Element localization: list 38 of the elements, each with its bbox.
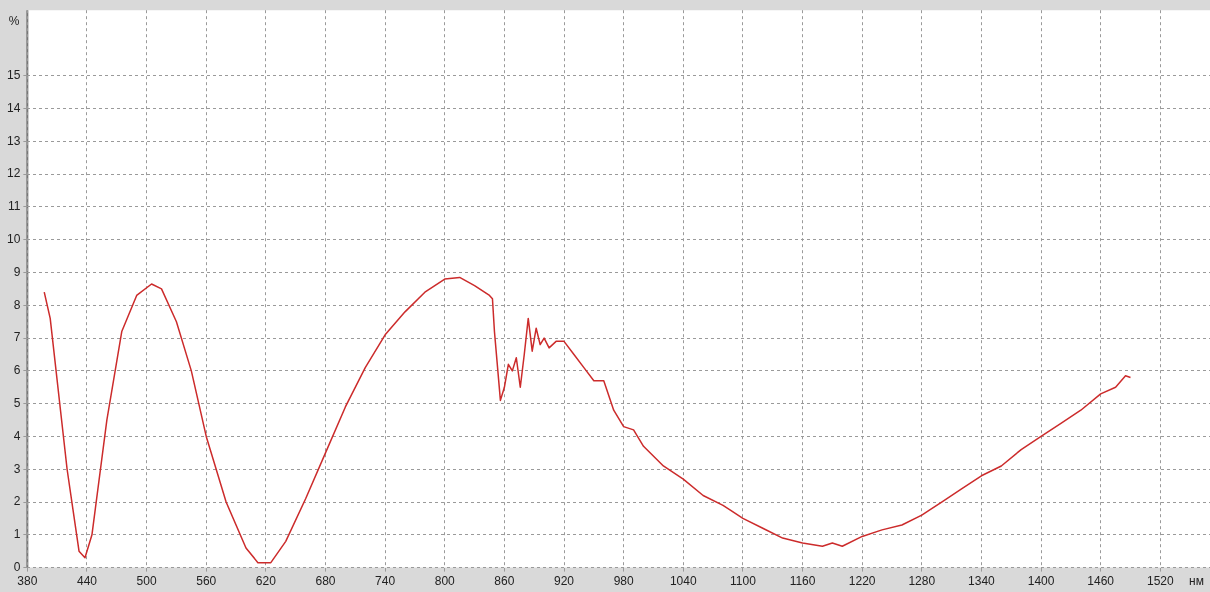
x-tick-label: 1280 bbox=[908, 574, 936, 589]
x-tick-label: 980 bbox=[613, 574, 634, 589]
y-tick-label: 15 bbox=[6, 68, 21, 83]
x-tick-label: 860 bbox=[494, 574, 515, 589]
y-tick-label: 10 bbox=[6, 232, 21, 247]
y-tick-label: 7 bbox=[13, 330, 21, 345]
x-tick-label: 1160 bbox=[789, 574, 816, 589]
y-tick-label: 0 bbox=[13, 559, 21, 574]
y-tick-label: 1 bbox=[13, 527, 21, 542]
y-tick-label: 8 bbox=[13, 297, 21, 312]
y-tick-label: 6 bbox=[13, 363, 21, 378]
y-tick-label: 4 bbox=[13, 428, 21, 443]
x-tick-label: 500 bbox=[136, 574, 157, 589]
y-axis-title: % bbox=[8, 14, 20, 29]
x-tick-label: 1220 bbox=[848, 574, 876, 589]
x-tick-label: 1520 bbox=[1146, 574, 1174, 589]
x-tick-label: 380 bbox=[17, 574, 38, 589]
y-tick-label: 11 bbox=[7, 199, 21, 214]
x-tick-label: 1460 bbox=[1087, 574, 1115, 589]
x-tick-label: 620 bbox=[255, 574, 277, 589]
y-tick-label: 3 bbox=[13, 461, 21, 476]
y-tick-label: 14 bbox=[6, 100, 21, 115]
y-tick-label: 2 bbox=[13, 494, 21, 509]
x-tick-label: 680 bbox=[315, 574, 336, 589]
x-tick-label: 1340 bbox=[968, 574, 996, 589]
y-tick-label: 12 bbox=[6, 166, 21, 181]
x-tick-label: 440 bbox=[76, 574, 98, 589]
x-tick-label: 1100 bbox=[730, 574, 757, 589]
x-tick-label: 920 bbox=[554, 574, 575, 589]
x-tick-label: 560 bbox=[196, 574, 217, 589]
x-tick-label: 1400 bbox=[1027, 574, 1055, 589]
y-tick-label: 9 bbox=[13, 264, 21, 279]
y-tick-label: 13 bbox=[6, 133, 21, 148]
y-tick-label: 5 bbox=[13, 395, 21, 410]
x-tick-label: 1040 bbox=[669, 574, 697, 589]
x-tick-label: 740 bbox=[375, 574, 396, 589]
x-tick-label: 800 bbox=[434, 574, 456, 589]
x-axis-title: нм bbox=[1189, 573, 1204, 588]
